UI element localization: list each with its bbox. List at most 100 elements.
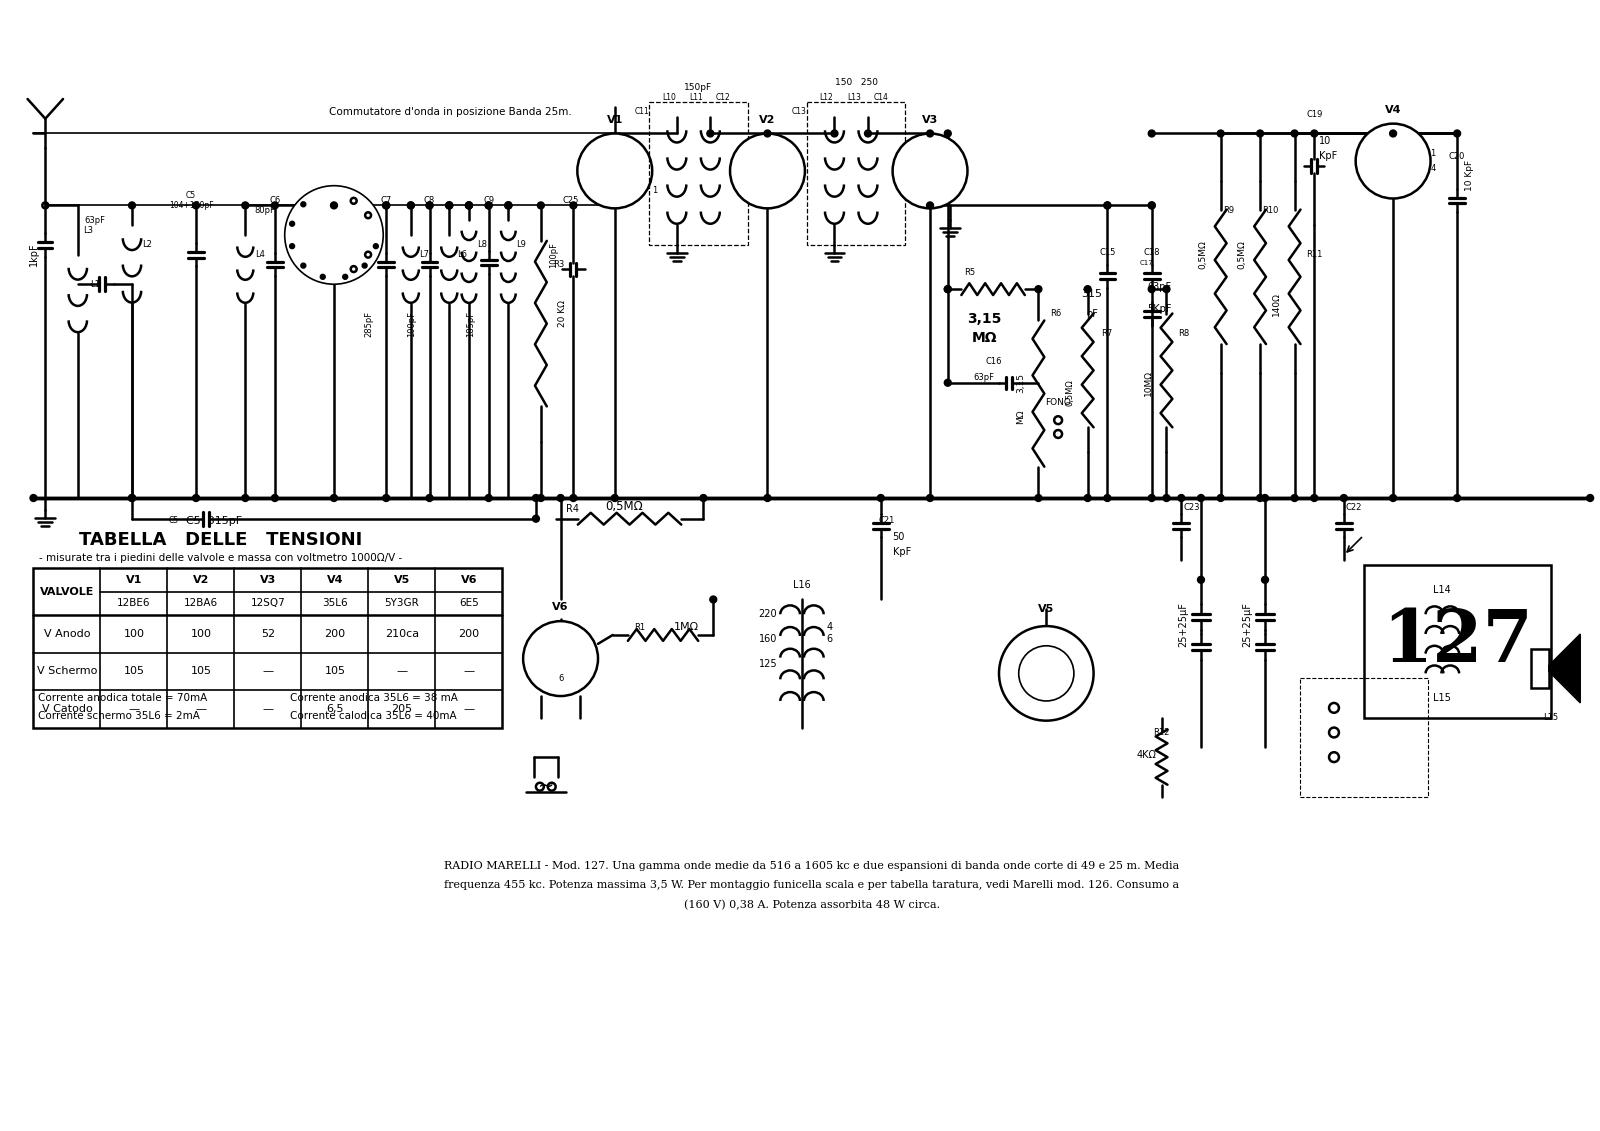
Text: V2: V2: [760, 114, 776, 124]
Circle shape: [365, 213, 371, 218]
Text: V4: V4: [1386, 105, 1402, 115]
Circle shape: [320, 275, 325, 279]
Text: 1: 1: [653, 187, 658, 196]
Text: 220: 220: [758, 610, 778, 620]
Circle shape: [1035, 286, 1042, 293]
Circle shape: [331, 494, 338, 501]
Text: 3,15: 3,15: [966, 312, 1002, 326]
Circle shape: [1149, 494, 1155, 501]
Text: R1: R1: [634, 622, 645, 631]
Text: 12BA6: 12BA6: [184, 598, 218, 608]
Text: V1: V1: [126, 575, 142, 585]
Circle shape: [408, 202, 414, 209]
Text: C12: C12: [715, 93, 731, 102]
Circle shape: [533, 516, 539, 523]
Circle shape: [1149, 130, 1155, 137]
Text: 52: 52: [261, 629, 275, 639]
Circle shape: [926, 130, 933, 137]
Circle shape: [466, 202, 472, 209]
Text: R8: R8: [1178, 329, 1189, 338]
Text: R6: R6: [1050, 309, 1061, 318]
Text: C9: C9: [483, 196, 494, 205]
Text: 63pF: 63pF: [1147, 282, 1171, 292]
Text: 185pF: 185pF: [467, 311, 475, 337]
Circle shape: [1054, 416, 1062, 424]
Text: C13: C13: [792, 107, 806, 116]
Circle shape: [1149, 202, 1155, 209]
Circle shape: [365, 252, 371, 258]
Text: R12: R12: [1154, 728, 1170, 737]
Circle shape: [242, 494, 248, 501]
Circle shape: [998, 627, 1093, 720]
Bar: [1299, 679, 1427, 796]
Text: 63pF: 63pF: [974, 373, 995, 382]
Text: KpF: KpF: [893, 547, 910, 558]
Circle shape: [362, 264, 366, 268]
Circle shape: [301, 201, 306, 207]
Circle shape: [382, 494, 390, 501]
Text: 127: 127: [1382, 606, 1533, 677]
Text: 4KΩ: 4KΩ: [1138, 750, 1157, 760]
Text: C11: C11: [635, 107, 650, 116]
Text: C5  315pF: C5 315pF: [186, 516, 242, 526]
Circle shape: [893, 133, 968, 208]
Text: V3: V3: [259, 575, 277, 585]
Text: V Catodo: V Catodo: [42, 703, 93, 714]
Text: 6,5: 6,5: [326, 703, 344, 714]
Text: L13: L13: [848, 93, 861, 102]
Circle shape: [192, 202, 200, 209]
Circle shape: [1256, 130, 1264, 137]
Text: L10: L10: [662, 93, 675, 102]
Circle shape: [538, 202, 544, 209]
Circle shape: [523, 621, 598, 696]
Text: V6: V6: [461, 575, 477, 585]
Text: 1: 1: [1430, 148, 1435, 157]
Circle shape: [485, 202, 493, 209]
Circle shape: [506, 202, 512, 209]
Circle shape: [699, 494, 707, 501]
Circle shape: [426, 494, 434, 501]
Circle shape: [373, 243, 378, 249]
Text: FONO: FONO: [1045, 398, 1070, 407]
Circle shape: [533, 494, 539, 501]
Circle shape: [342, 275, 347, 279]
Bar: [650, 102, 747, 244]
Circle shape: [1256, 494, 1264, 501]
Text: 105: 105: [325, 666, 346, 676]
Circle shape: [765, 130, 771, 137]
Circle shape: [1104, 202, 1110, 209]
Circle shape: [272, 202, 278, 209]
Text: C6: C6: [269, 196, 280, 205]
Text: MΩ: MΩ: [1016, 409, 1026, 424]
Text: Corrente anodica 35L6 = 38 mA: Corrente anodica 35L6 = 38 mA: [290, 693, 458, 703]
Text: Commutatore d'onda in posizione Banda 25m.: Commutatore d'onda in posizione Banda 25…: [330, 106, 571, 116]
Circle shape: [382, 202, 390, 209]
Circle shape: [408, 202, 414, 209]
Circle shape: [1454, 494, 1461, 501]
Text: C25: C25: [562, 196, 579, 205]
Text: Corrente anodica totale = 70mA: Corrente anodica totale = 70mA: [38, 693, 208, 703]
Text: MΩ: MΩ: [971, 331, 997, 345]
Circle shape: [1291, 494, 1298, 501]
Text: 0,5MΩ: 0,5MΩ: [1238, 240, 1246, 269]
Circle shape: [926, 494, 933, 501]
Bar: [1531, 649, 1549, 688]
Text: 160: 160: [758, 633, 778, 644]
Text: C14: C14: [874, 93, 888, 102]
Text: 63pF: 63pF: [85, 216, 106, 225]
Circle shape: [765, 494, 771, 501]
Text: C5
104+150pF: C5 104+150pF: [170, 191, 213, 210]
Circle shape: [1054, 430, 1062, 438]
Text: KpF: KpF: [1320, 152, 1338, 161]
Text: ~: ~: [538, 777, 554, 796]
Text: 12SQ7: 12SQ7: [251, 598, 285, 608]
Circle shape: [290, 243, 294, 249]
Text: C15: C15: [1099, 248, 1115, 257]
Circle shape: [426, 202, 434, 209]
Circle shape: [1218, 494, 1224, 501]
Text: C20: C20: [1450, 152, 1466, 161]
Text: L16: L16: [794, 580, 811, 589]
Text: 5Y3GR: 5Y3GR: [384, 598, 419, 608]
Text: L4: L4: [254, 250, 266, 259]
Circle shape: [578, 133, 653, 208]
